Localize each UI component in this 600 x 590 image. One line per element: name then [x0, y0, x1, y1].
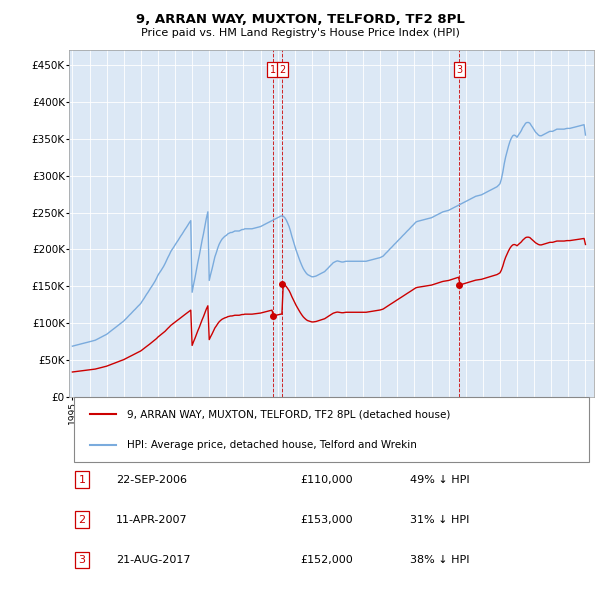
Text: 9, ARRAN WAY, MUXTON, TELFORD, TF2 8PL (detached house): 9, ARRAN WAY, MUXTON, TELFORD, TF2 8PL (…	[127, 409, 450, 419]
Text: 31% ↓ HPI: 31% ↓ HPI	[410, 515, 470, 525]
Text: £152,000: £152,000	[300, 555, 353, 565]
Text: Price paid vs. HM Land Registry's House Price Index (HPI): Price paid vs. HM Land Registry's House …	[140, 28, 460, 38]
Text: £153,000: £153,000	[300, 515, 353, 525]
Text: £110,000: £110,000	[300, 474, 353, 484]
Text: 3: 3	[457, 65, 463, 75]
Text: 11-APR-2007: 11-APR-2007	[116, 515, 188, 525]
Text: 38% ↓ HPI: 38% ↓ HPI	[410, 555, 470, 565]
Text: 1: 1	[79, 474, 86, 484]
Text: 1: 1	[270, 65, 276, 75]
Text: 22-SEP-2006: 22-SEP-2006	[116, 474, 187, 484]
Text: HPI: Average price, detached house, Telford and Wrekin: HPI: Average price, detached house, Telf…	[127, 440, 416, 450]
Text: 2: 2	[79, 515, 86, 525]
Text: 49% ↓ HPI: 49% ↓ HPI	[410, 474, 470, 484]
FancyBboxPatch shape	[74, 397, 589, 463]
Text: 21-AUG-2017: 21-AUG-2017	[116, 555, 191, 565]
Text: 3: 3	[79, 555, 86, 565]
Text: 9, ARRAN WAY, MUXTON, TELFORD, TF2 8PL: 9, ARRAN WAY, MUXTON, TELFORD, TF2 8PL	[136, 13, 464, 26]
Text: 2: 2	[279, 65, 286, 75]
